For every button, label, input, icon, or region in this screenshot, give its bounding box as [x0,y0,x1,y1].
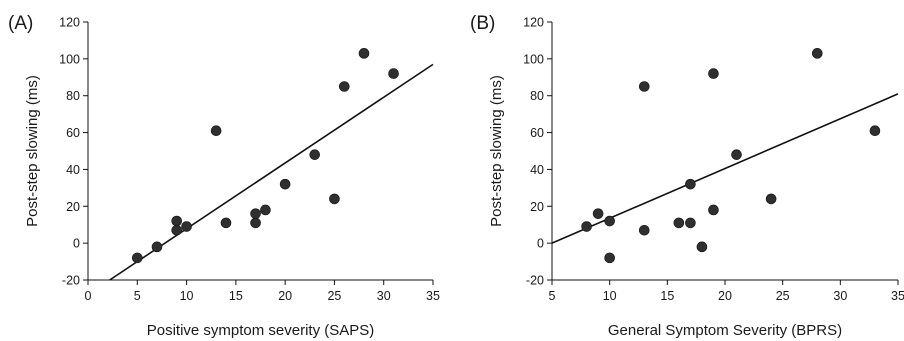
x-tick-label: 30 [377,289,391,303]
data-point [765,193,777,205]
data-point [388,68,399,79]
y-tick-label: 60 [530,126,544,140]
panel-label: (B) [470,13,495,34]
x-tick-label: 30 [833,289,847,303]
y-tick-label: 40 [66,163,80,177]
data-point [279,178,291,190]
data-point [604,252,615,264]
regression-line [551,93,899,244]
data-point [685,217,696,229]
x-tick-label: 15 [660,289,674,303]
y-tick-label: 100 [59,52,80,66]
y-tick-label: 40 [530,163,544,177]
data-point [581,221,592,232]
data-point [181,221,192,232]
data-point [250,217,261,229]
regression-line [109,63,434,281]
y-axis-title: Post-step slowing (ms) [488,75,505,227]
panel-b: (B) -20 0 20 40 60 80 100 120 5 10 15 20 25 30 35 Genera… [470,13,904,339]
data-point [638,224,650,236]
x-tick-label: 10 [180,289,194,303]
data-point [696,241,708,253]
data-point [210,125,222,137]
x-axis-title: Positive symptom severity (SAPS) [147,322,375,339]
x-tick-label: 25 [776,289,790,303]
y-tick-label: 120 [59,16,80,30]
data-point [685,178,696,190]
y-axis-title: Post-step slowing (ms) [24,75,41,227]
data-point [220,217,232,229]
x-tick-label: 35 [426,289,440,303]
y-tick-label: 80 [66,89,80,103]
data-point [731,149,742,160]
data-point [151,241,163,253]
data-point [869,125,881,137]
panel-label: (A) [8,13,33,34]
y-tick-label: 20 [530,200,544,214]
y-tick-label: 60 [66,126,80,140]
x-tick-label: 0 [85,289,92,303]
panel-a: (A) -20 0 20 40 60 80 100 120 0 5 10 15 20 25 30 35 Posit… [8,13,440,339]
data-point [811,48,823,59]
y-tick-label: 0 [537,237,544,251]
data-point [338,81,350,92]
data-point [604,215,615,227]
y-tick-label: 20 [66,200,80,214]
data-point [329,193,340,205]
y-tick-label: 120 [523,16,544,30]
x-tick-label: 10 [603,289,617,303]
x-tick-label: 5 [549,289,556,303]
data-point [673,217,685,229]
x-axis-title: General Symptom Severity (BPRS) [608,322,842,339]
y-tick-label: 0 [73,237,80,251]
data-point [358,48,370,59]
y-tick-label: 100 [523,52,544,66]
x-tick-label: 20 [278,289,292,303]
data-point [171,224,183,236]
y-tick-label: 80 [530,89,544,103]
data-point [260,204,271,216]
x-tick-label: 25 [327,289,341,303]
data-point [250,208,261,219]
y-tick-label: -20 [62,274,80,288]
data-point [171,215,183,227]
data-point [708,68,719,79]
x-tick-label: 35 [891,289,904,303]
data-point [131,252,143,264]
data-point [309,149,321,160]
x-tick-label: 15 [229,289,243,303]
data-point [638,81,650,92]
x-tick-label: 5 [134,289,141,303]
data-point [708,204,719,216]
data-point [592,208,604,219]
y-tick-label: -20 [526,274,544,288]
x-tick-label: 20 [718,289,732,303]
